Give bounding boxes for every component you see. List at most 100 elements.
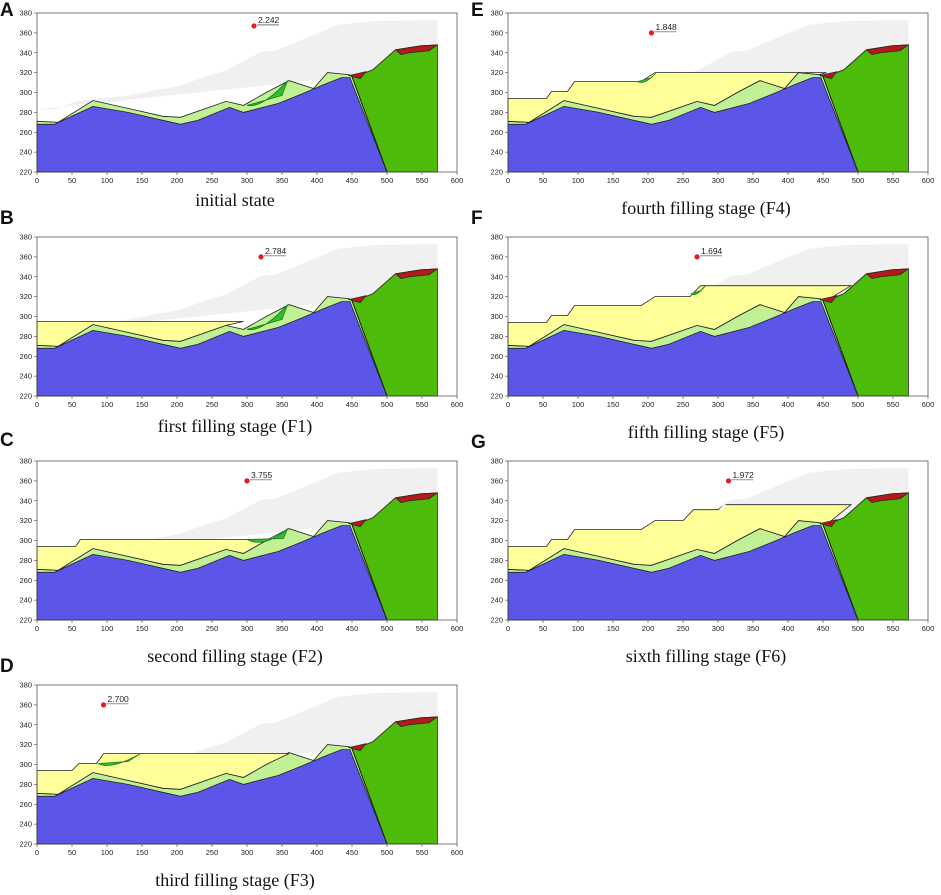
bedrock-layer bbox=[507, 525, 859, 621]
x-tick-label: 500 bbox=[381, 400, 394, 409]
x-tick-label: 300 bbox=[712, 400, 725, 409]
panel-label: A bbox=[0, 0, 14, 21]
x-tick-label: 0 bbox=[506, 176, 510, 185]
panel-caption: third filling stage (F3) bbox=[155, 870, 315, 890]
critical-centre-point bbox=[244, 478, 250, 484]
x-tick-label: 50 bbox=[539, 624, 547, 633]
panel-label: F bbox=[471, 208, 483, 229]
x-tick-label: 100 bbox=[101, 400, 114, 409]
y-tick-label: 260 bbox=[19, 352, 32, 361]
x-tick-label: 550 bbox=[887, 176, 900, 185]
critical-centre-point bbox=[694, 254, 700, 260]
x-tick-label: 550 bbox=[416, 624, 429, 633]
background-sky bbox=[37, 468, 438, 558]
x-tick-label: 150 bbox=[136, 848, 149, 857]
x-tick-label: 450 bbox=[346, 624, 359, 633]
x-tick-label: 450 bbox=[346, 848, 359, 857]
panel-label: D bbox=[0, 656, 14, 677]
red-cap-lower bbox=[819, 519, 838, 527]
x-tick-label: 550 bbox=[416, 848, 429, 857]
slope-model-plot: 0 50 100 150 200 250 300 350 400 450 500 550 600 220 2… bbox=[19, 233, 463, 410]
y-tick-label: 320 bbox=[490, 516, 503, 525]
x-tick-label: 500 bbox=[852, 176, 865, 185]
y-tick-label: 260 bbox=[490, 128, 503, 137]
y-tick-label: 360 bbox=[19, 252, 32, 261]
y-tick-label: 360 bbox=[490, 476, 503, 485]
y-tick-label: 220 bbox=[490, 392, 503, 401]
y-tick-label: 320 bbox=[490, 292, 503, 301]
red-cap-lower bbox=[348, 743, 367, 751]
slip-surface bbox=[690, 285, 706, 296]
y-tick-label: 380 bbox=[19, 233, 32, 242]
red-cap-upper bbox=[865, 268, 910, 280]
x-tick-label: 450 bbox=[346, 400, 359, 409]
x-tick-label: 200 bbox=[171, 848, 184, 857]
y-tick-label: 320 bbox=[19, 292, 32, 301]
factor-of-safety-label: 2.784 bbox=[265, 246, 287, 256]
y-tick-label: 260 bbox=[490, 576, 503, 585]
y-tick-label: 340 bbox=[19, 720, 32, 729]
x-tick-label: 400 bbox=[782, 624, 795, 633]
fault-line bbox=[822, 76, 859, 173]
x-tick-label: 0 bbox=[35, 624, 39, 633]
panel-label: E bbox=[471, 0, 484, 21]
y-tick-label: 340 bbox=[490, 496, 503, 505]
panel-caption: second filling stage (F2) bbox=[147, 646, 323, 666]
red-cap-upper bbox=[865, 44, 910, 56]
critical-centre-point bbox=[251, 23, 257, 29]
y-tick-label: 240 bbox=[490, 372, 503, 381]
x-tick-label: 200 bbox=[171, 176, 184, 185]
y-tick-label: 300 bbox=[19, 312, 32, 321]
x-tick-label: 450 bbox=[817, 624, 830, 633]
x-tick-label: 100 bbox=[572, 400, 585, 409]
y-tick-label: 300 bbox=[19, 760, 32, 769]
y-tick-label: 380 bbox=[19, 457, 32, 466]
x-tick-label: 600 bbox=[922, 624, 935, 633]
x-tick-label: 400 bbox=[782, 176, 795, 185]
slip-surface bbox=[246, 304, 288, 331]
x-tick-label: 600 bbox=[451, 624, 464, 633]
x-tick-label: 450 bbox=[346, 176, 359, 185]
y-tick-label: 340 bbox=[19, 48, 32, 57]
x-tick-label: 200 bbox=[642, 624, 655, 633]
fill-layer bbox=[507, 72, 827, 123]
x-tick-label: 350 bbox=[747, 624, 760, 633]
x-tick-label: 350 bbox=[276, 176, 289, 185]
x-tick-label: 50 bbox=[68, 400, 76, 409]
slip-surface-gap bbox=[719, 503, 727, 511]
slope-model-plot: 0 50 100 150 200 250 300 350 400 450 500 550 600 220 2… bbox=[490, 233, 935, 410]
slope-model-plot: 0 50 100 150 200 250 300 350 400 450 500 550 600 220 2… bbox=[19, 457, 464, 634]
x-tick-label: 150 bbox=[136, 176, 149, 185]
x-tick-label: 350 bbox=[276, 400, 289, 409]
y-tick-label: 220 bbox=[19, 616, 32, 625]
panel-caption: first filling stage (F1) bbox=[157, 416, 313, 436]
panel-label: C bbox=[0, 430, 14, 451]
x-tick-label: 250 bbox=[206, 176, 219, 185]
x-tick-label: 150 bbox=[607, 400, 620, 409]
slope-model-plot: 0 50 100 150 200 250 300 350 400 450 500 550 600 220 2… bbox=[490, 9, 934, 186]
x-tick-label: 50 bbox=[68, 624, 76, 633]
background-sky bbox=[37, 244, 438, 334]
bedrock-layer bbox=[36, 525, 388, 621]
x-tick-label: 500 bbox=[381, 624, 394, 633]
panel-caption: fifth filling stage (F5) bbox=[627, 422, 785, 442]
y-tick-label: 320 bbox=[19, 740, 32, 749]
y-tick-label: 220 bbox=[490, 616, 503, 625]
fill-layer bbox=[507, 504, 853, 571]
panel-f: F 0 50 100 150 200 250 300 350 400 450 500 550 600 22… bbox=[471, 208, 941, 447]
y-tick-label: 380 bbox=[19, 681, 32, 690]
x-tick-label: 100 bbox=[101, 176, 114, 185]
x-tick-label: 50 bbox=[539, 176, 547, 185]
y-tick-label: 360 bbox=[19, 476, 32, 485]
critical-centre-point bbox=[648, 30, 655, 36]
factor-of-safety-label: 1.972 bbox=[733, 470, 755, 480]
x-tick-label: 300 bbox=[241, 176, 254, 185]
x-tick-label: 200 bbox=[171, 400, 184, 409]
x-tick-label: 200 bbox=[642, 176, 655, 185]
x-tick-label: 600 bbox=[922, 400, 935, 409]
x-tick-label: 500 bbox=[852, 624, 865, 633]
y-tick-label: 340 bbox=[490, 48, 503, 57]
y-tick-label: 360 bbox=[19, 700, 32, 709]
y-tick-label: 340 bbox=[19, 272, 32, 281]
red-cap-upper bbox=[394, 492, 439, 504]
